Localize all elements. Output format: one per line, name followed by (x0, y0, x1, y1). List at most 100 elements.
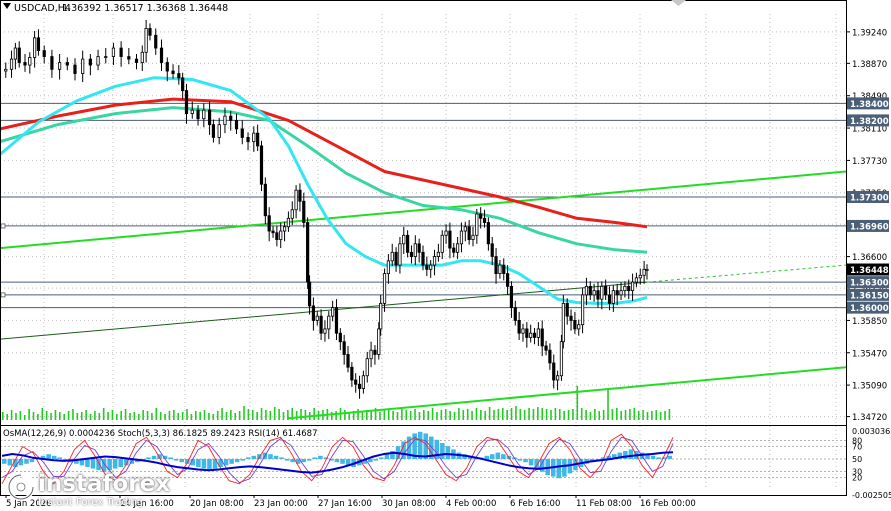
candle-body (436, 251, 440, 257)
osma-bar (406, 436, 412, 459)
osma-bar (196, 459, 201, 467)
osma-bar (528, 459, 534, 466)
candle-body (127, 56, 131, 60)
osma-bar (273, 455, 279, 459)
candle-body (319, 315, 323, 334)
osma-bar (246, 457, 251, 459)
volume-bar (401, 408, 403, 420)
osma-bar (234, 459, 240, 463)
candle-body (509, 285, 514, 309)
volume-bar (449, 411, 451, 420)
candle-body (592, 290, 596, 296)
indicator-tick-label: 50 (852, 455, 862, 464)
volume-bar (554, 408, 557, 420)
volume-bar (352, 411, 355, 420)
osma-bar (562, 459, 567, 477)
indicator-tick-label: 0.003036 (852, 427, 890, 436)
candle-body (229, 115, 233, 121)
candle-body (290, 209, 294, 219)
volume-bar (10, 410, 13, 420)
volume-bar (431, 408, 434, 420)
osma-bar (57, 457, 62, 459)
candle-body (521, 328, 525, 334)
candle-body (498, 264, 502, 275)
volume-bar (396, 412, 399, 420)
osma-bar (279, 457, 284, 459)
candle-body (331, 307, 335, 317)
time-tick-label: 27 Jan 16:00 (318, 499, 372, 509)
candle-body (165, 62, 169, 72)
time-tick-label: 4 Feb 00:00 (446, 499, 496, 509)
volume-bar (67, 411, 70, 420)
volume-bar (563, 411, 565, 420)
chart-shift-marker-icon[interactable] (671, 0, 686, 6)
volume-bar (168, 411, 171, 420)
volume-bar (265, 410, 267, 420)
level-label-text: 1.36150 (850, 291, 889, 301)
candle-body (88, 58, 92, 66)
candle-body (561, 302, 565, 343)
volume-bar (230, 410, 232, 420)
osma-bar (623, 451, 628, 459)
candle-body (65, 62, 69, 66)
volume-bar (506, 410, 508, 420)
candle-body (373, 349, 377, 355)
candle-body (217, 124, 221, 138)
candle-body (346, 354, 350, 368)
osma-bar (667, 455, 672, 459)
osma-bar (373, 459, 379, 461)
candle-body (448, 230, 452, 249)
candle-body (471, 234, 475, 240)
osma-bar (179, 459, 184, 463)
level-marker (0, 292, 6, 298)
volume-bar (6, 414, 8, 420)
candle-body (159, 47, 164, 63)
osma-bar (539, 459, 545, 472)
indicator-tick-label: 30 (852, 467, 862, 476)
volume-bar (28, 409, 30, 420)
price-tick-label: 1.35090 (852, 382, 887, 392)
candle-body (302, 200, 306, 223)
candle-body (211, 124, 216, 138)
osma-bar (63, 459, 68, 461)
watermark-brand: instaforex (38, 471, 171, 497)
volume-bar (15, 413, 17, 420)
osma-bar (517, 459, 523, 461)
volume-bar (212, 414, 215, 420)
candle-body (196, 109, 200, 120)
volume-bar (190, 414, 193, 420)
volume-bar (664, 411, 666, 420)
candle-body (565, 302, 569, 317)
volume-bar (300, 409, 302, 420)
candle-body (252, 132, 256, 143)
osma-bar (368, 459, 373, 463)
candle-body (357, 383, 362, 389)
candle-body (634, 277, 639, 283)
volume-bar (545, 409, 548, 420)
time-tick-label: 6 Feb 16:00 (510, 499, 560, 509)
osma-bar (429, 436, 434, 459)
volume-bar (668, 409, 671, 420)
osma-bar (440, 443, 445, 459)
volume-bar (124, 409, 127, 420)
price-tick-label: 1.38110 (852, 125, 887, 135)
volume-bar (159, 412, 162, 420)
candle-body (311, 305, 316, 321)
volume-bar (221, 408, 223, 420)
indicator-header: OsMA(12,26,9) 0.0004236 Stoch(5,3,3) 86.… (3, 429, 317, 439)
osma-bar (490, 454, 495, 459)
volume-bar (440, 410, 443, 420)
header: USDCAD,H4 1.36392 1.36517 1.36368 1.3644… (3, 0, 686, 14)
volume-bar (532, 409, 535, 420)
volume-bar (537, 407, 539, 420)
volume-bar (642, 410, 644, 420)
volume-bar (580, 408, 583, 420)
volume-bar (186, 409, 188, 420)
watermark: instaforex Instant Forex Trading (2, 470, 182, 510)
candle-body (645, 268, 649, 271)
volume-bar (2, 412, 4, 420)
price-tick-label: 1.37730 (852, 157, 887, 167)
price-tick-label: 1.39240 (852, 28, 887, 38)
